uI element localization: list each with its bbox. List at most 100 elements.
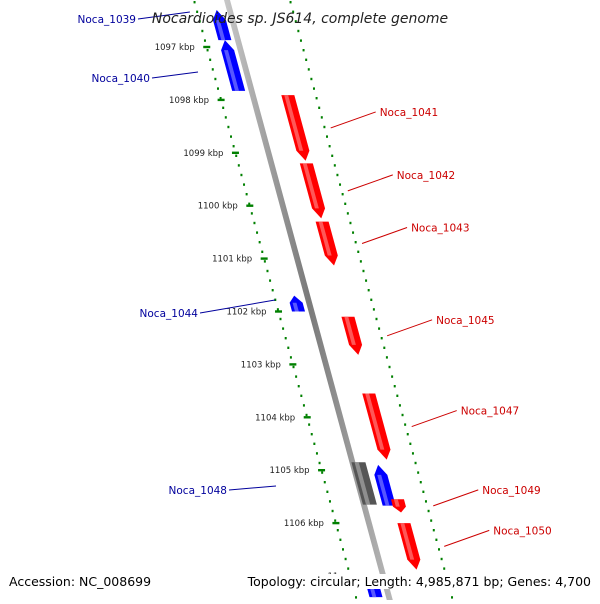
ruler-dot	[341, 193, 344, 196]
gene-label-leader	[361, 227, 408, 244]
ruler-dot	[297, 385, 300, 388]
accession-text: Accession: NC_008699	[9, 574, 152, 589]
ruler-dot	[269, 279, 272, 282]
gene-label[interactable]: Noca_1045	[436, 315, 494, 327]
ruler-dot	[261, 250, 264, 253]
ruler-dot	[312, 87, 315, 90]
ruler-dot	[295, 375, 298, 378]
ruler-tick-label: 1100 kbp	[198, 202, 238, 212]
ruler-dot	[357, 250, 360, 253]
ruler-dot	[401, 413, 404, 417]
ruler-tick-label: 1103 kbp	[241, 360, 281, 370]
ruler-dot	[341, 548, 344, 551]
ruler-dot	[396, 394, 399, 397]
gene-noca-1048[interactable]	[374, 464, 396, 506]
gene-noca-1039[interactable]	[212, 9, 232, 41]
ruler-dot	[380, 337, 383, 340]
gene-label-leader	[347, 174, 393, 192]
ruler-tick-label: 1101 kbp	[212, 255, 252, 265]
gene-noca-1050[interactable]	[397, 523, 421, 570]
gene-label[interactable]: Noca_1049	[482, 485, 540, 497]
topology-text: Topology: circular; Length: 4,985,871 bp…	[245, 574, 591, 589]
ruler-dot	[352, 231, 355, 234]
gene-label-leader	[411, 410, 457, 428]
ruler-dot	[440, 557, 443, 561]
ruler-dot	[294, 20, 297, 23]
ruler-dot	[284, 337, 287, 340]
ruler-dot	[365, 279, 368, 282]
gene-labels-layer: Noca_1039 Noca_1040 Noca_1041 Noca_1042 Noca…	[78, 11, 552, 547]
gene-label[interactable]: Noca_1042	[397, 170, 455, 182]
ruler-tick-label: 1097 kbp	[155, 43, 195, 53]
features-layer	[212, 9, 421, 598]
ruler-dot	[196, 10, 199, 13]
gene-label[interactable]: Noca_1039	[78, 14, 136, 26]
ruler-dot	[391, 375, 394, 378]
gene-label[interactable]: Noca_1050	[493, 525, 551, 537]
ruler-dot	[250, 212, 253, 215]
ruler-dot	[362, 269, 365, 273]
ruler-dot	[263, 260, 266, 263]
ruler-dot	[320, 116, 323, 119]
gene-label[interactable]: Noca_1047	[461, 406, 519, 418]
ruler-dot	[334, 519, 337, 522]
gene-noca-1042[interactable]	[299, 163, 326, 219]
ruler-dot	[318, 106, 321, 109]
gene-noca-1043[interactable]	[315, 221, 338, 266]
gene-noca-1041[interactable]	[281, 95, 310, 161]
ruler-dot	[230, 135, 233, 138]
ruler-dot	[292, 365, 295, 369]
gene-noca-1040[interactable]	[221, 40, 246, 91]
ruler-dot	[292, 10, 295, 13]
ruler-dot	[235, 154, 238, 157]
gene-noca-1047[interactable]	[362, 393, 391, 460]
gene-label[interactable]: Noca_1044	[140, 308, 199, 320]
gene-noca-1045[interactable]	[341, 316, 363, 355]
ruler-dot	[430, 519, 433, 522]
ruler-dot	[297, 29, 300, 33]
ruler-dot	[331, 154, 334, 157]
gene-label-leader	[137, 11, 190, 20]
gene-noca-1049[interactable]	[390, 499, 406, 513]
gene-label[interactable]: Noca_1043	[411, 223, 469, 235]
ruler-dot	[323, 481, 326, 484]
ruler-dot	[388, 365, 391, 369]
ruler-dot	[302, 404, 305, 407]
ruler-dot	[248, 202, 251, 205]
ruler-dot	[437, 548, 440, 551]
ruler-dot	[313, 442, 316, 445]
ruler-dot	[232, 145, 235, 148]
feature-block[interactable]	[351, 462, 377, 505]
ruler-dot	[409, 442, 412, 445]
ruler-dot	[307, 68, 310, 71]
ruler-dot	[417, 471, 420, 474]
gene-label[interactable]: Noca_1040	[92, 73, 150, 85]
ruler-tick	[289, 363, 297, 366]
ruler-dot	[206, 49, 209, 52]
ruler-dot	[224, 116, 227, 119]
ruler-dot	[274, 298, 277, 301]
ruler-dot	[203, 39, 206, 42]
ruler-dot	[305, 413, 308, 417]
ruler-dot	[435, 538, 438, 541]
gene-label[interactable]: Noca_1041	[380, 107, 438, 119]
ruler-tick	[275, 310, 283, 313]
ruler-dot	[276, 308, 279, 311]
gene-noca-1044[interactable]	[289, 295, 306, 312]
ruler-dot	[328, 145, 331, 148]
ruler-dot	[318, 461, 321, 465]
ruler-dot	[299, 39, 302, 42]
ruler-dot	[372, 308, 375, 311]
ruler-dot	[419, 481, 422, 484]
ruler-dot	[323, 125, 326, 129]
ruler-dot	[346, 212, 349, 215]
ruler-dot	[321, 471, 324, 474]
ruler-dot	[339, 183, 342, 186]
ruler-dot	[328, 500, 331, 503]
gene-label[interactable]: Noca_1048	[169, 485, 227, 497]
ruler-dot	[245, 193, 248, 196]
ruler-dot	[302, 49, 305, 52]
gene-label-leader	[228, 485, 277, 491]
ruler-dot	[432, 529, 435, 532]
